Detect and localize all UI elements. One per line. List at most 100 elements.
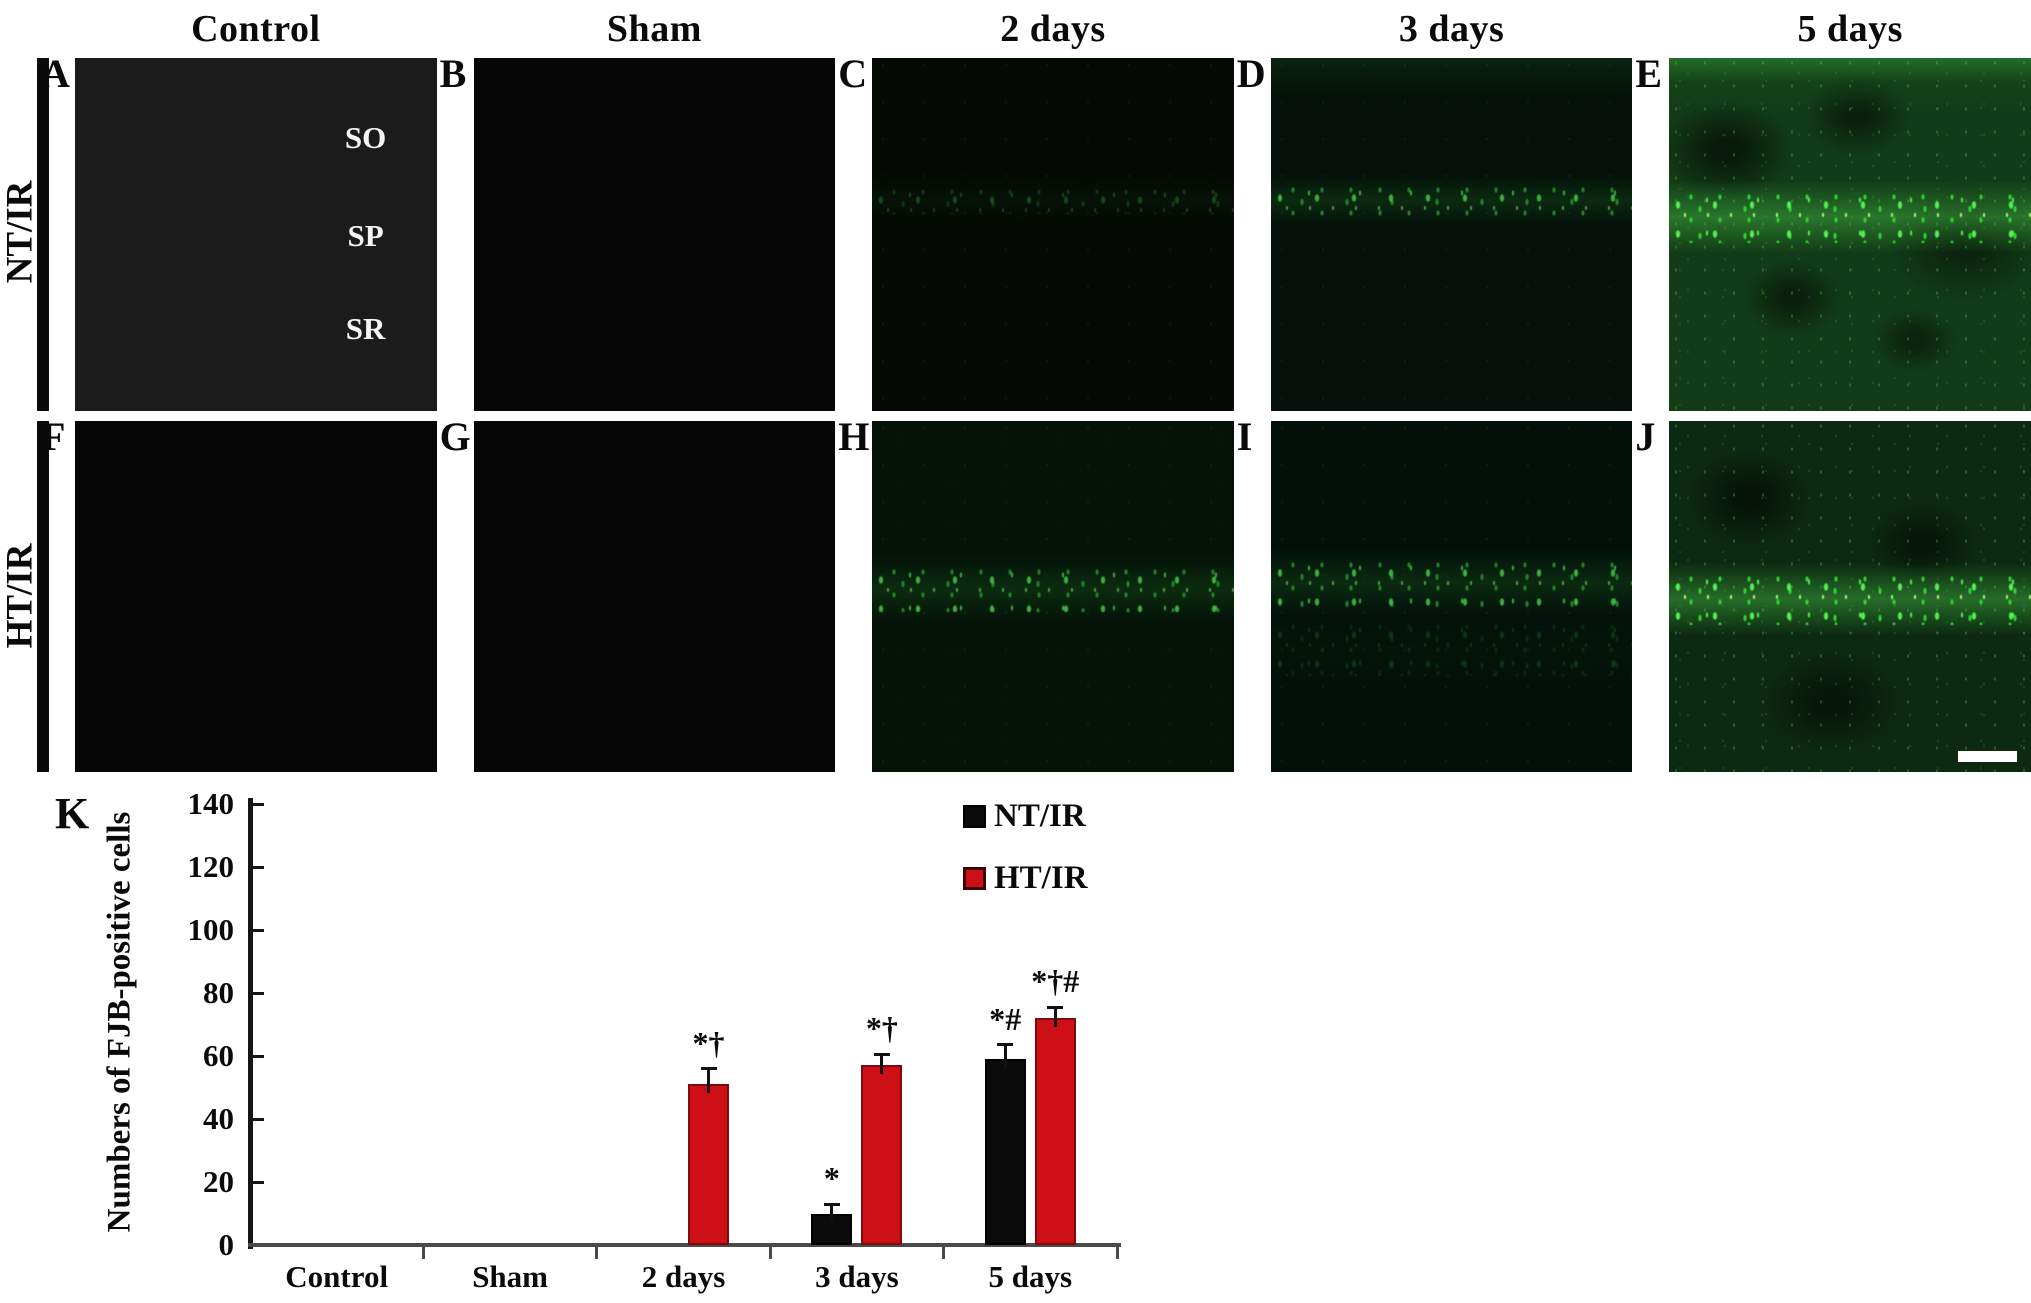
panel-letter-H: H bbox=[838, 414, 870, 459]
error-bar-line bbox=[707, 1068, 710, 1094]
chart-panel-K: K Numbers of FJB-positive cells NT/IR HT… bbox=[0, 772, 2031, 1303]
column-header-3days: 3 days bbox=[1398, 8, 1505, 50]
panel-letter-C: C bbox=[838, 51, 868, 96]
y-tick-label: 120 bbox=[187, 849, 235, 884]
panel-letter-F: F bbox=[41, 414, 66, 459]
micrograph-F bbox=[75, 421, 437, 772]
error-bar-cap bbox=[873, 1052, 890, 1056]
x-tick bbox=[421, 1245, 425, 1259]
micrograph-I bbox=[1270, 421, 1633, 772]
significance-label: *† bbox=[865, 1010, 898, 1047]
panel-J: J bbox=[1635, 417, 2031, 772]
y-tick-label: 0 bbox=[218, 1227, 235, 1262]
x-tick bbox=[768, 1245, 772, 1259]
row-label-ntir: NT/IR bbox=[0, 180, 41, 284]
error-bar-cap bbox=[823, 1202, 840, 1206]
column-headers: Control Sham 2 days 3 days 5 days bbox=[75, 0, 2031, 58]
row-label-htir: HT/IR bbox=[0, 543, 41, 649]
panel-G: G bbox=[440, 417, 836, 772]
panel-row-ntir: A SO SP SR B C D bbox=[41, 54, 2031, 411]
region-label-sr: SR bbox=[345, 311, 386, 346]
micrograph-A: SO SP SR bbox=[75, 58, 437, 411]
column-header-sham: Sham bbox=[606, 8, 702, 50]
error-bar-line bbox=[880, 1054, 884, 1075]
x-axis-line bbox=[248, 1243, 1121, 1247]
region-label-sp: SP bbox=[347, 218, 384, 253]
panel-letter-G: G bbox=[439, 414, 471, 459]
bar-HT/IR-5 days bbox=[1034, 1018, 1076, 1245]
panel-I: I bbox=[1237, 417, 1633, 772]
y-axis-line bbox=[248, 798, 253, 1249]
y-tick-label: 60 bbox=[203, 1038, 234, 1073]
panel-F: F bbox=[41, 417, 437, 772]
panel-letter-D: D bbox=[1236, 51, 1266, 96]
panel-H: H bbox=[838, 417, 1234, 772]
significance-label: *# bbox=[989, 1000, 1022, 1037]
column-header-5days: 5 days bbox=[1797, 8, 1903, 50]
y-tick bbox=[253, 1180, 264, 1184]
x-tick bbox=[942, 1245, 946, 1259]
x-tick bbox=[595, 1245, 599, 1259]
error-bar-cap bbox=[700, 1067, 717, 1071]
micrograph-B bbox=[473, 58, 836, 411]
micrograph-H bbox=[872, 421, 1234, 772]
y-tick bbox=[253, 928, 264, 932]
error-bar-line bbox=[830, 1204, 834, 1223]
legend-label-htir: HT/IR bbox=[994, 859, 1088, 896]
panel-letter-E: E bbox=[1635, 51, 1663, 96]
x-tick bbox=[1115, 1245, 1119, 1259]
x-category-label: Sham bbox=[472, 1259, 548, 1294]
micrograph-J bbox=[1669, 421, 2031, 772]
panel-E: E bbox=[1635, 54, 2031, 411]
x-category-label: 5 days bbox=[988, 1259, 1073, 1294]
y-tick-label: 80 bbox=[203, 975, 234, 1010]
y-tick bbox=[253, 802, 264, 806]
y-tick bbox=[253, 991, 264, 995]
y-axis-title: Numbers of FJB-positive cells bbox=[101, 811, 138, 1233]
x-category-label: 2 days bbox=[641, 1259, 726, 1294]
legend-swatch-htir bbox=[963, 866, 986, 890]
legend-entry-htir: HT/IR bbox=[963, 858, 1088, 898]
scale-bar bbox=[1958, 751, 2017, 762]
panel-letter-A: A bbox=[41, 51, 70, 96]
region-label-so: SO bbox=[344, 120, 387, 155]
error-bar-cap bbox=[1047, 1005, 1064, 1009]
bar-HT/IR-2 days bbox=[688, 1084, 729, 1245]
y-tick bbox=[253, 1054, 264, 1058]
panel-B: B bbox=[440, 54, 836, 411]
y-tick-label: 20 bbox=[203, 1164, 234, 1199]
chart-legend: NT/IR HT/IR bbox=[963, 796, 1088, 920]
legend-swatch-ntir bbox=[963, 804, 986, 828]
micrograph-C bbox=[872, 58, 1234, 411]
micrograph-E bbox=[1669, 58, 2031, 411]
row-bracket-ntir bbox=[37, 58, 49, 411]
bar-HT/IR-3 days bbox=[861, 1065, 903, 1245]
panel-C: C bbox=[838, 54, 1234, 411]
significance-label: *†# bbox=[1031, 963, 1080, 1000]
y-tick-label: 40 bbox=[203, 1101, 234, 1136]
micrograph-D bbox=[1270, 58, 1633, 411]
row-bracket-htir bbox=[37, 421, 49, 772]
y-tick-label: 100 bbox=[187, 912, 235, 947]
panel-A: A SO SP SR bbox=[41, 54, 437, 411]
column-header-2days: 2 days bbox=[1000, 8, 1106, 50]
x-category-label: Control bbox=[285, 1259, 389, 1294]
panel-letter-B: B bbox=[439, 51, 467, 96]
legend-label-ntir: NT/IR bbox=[994, 797, 1086, 834]
bar-NT/IR-5 days bbox=[984, 1059, 1026, 1245]
panel-letter-I: I bbox=[1236, 414, 1253, 459]
significance-label: *† bbox=[692, 1024, 725, 1061]
panel-row-htir: F G H I J bbox=[41, 417, 2031, 772]
y-tick bbox=[253, 1117, 264, 1121]
error-bar-cap bbox=[997, 1043, 1014, 1047]
error-bar-line bbox=[1003, 1044, 1007, 1069]
y-tick-label: 140 bbox=[187, 786, 235, 821]
column-header-control: Control bbox=[191, 8, 321, 50]
panel-letter-J: J bbox=[1635, 414, 1656, 459]
panel-D: D bbox=[1237, 54, 1633, 411]
legend-entry-ntir: NT/IR bbox=[963, 796, 1088, 836]
error-bar-line bbox=[1053, 1007, 1057, 1028]
micrograph-G bbox=[473, 421, 836, 772]
x-category-label: 3 days bbox=[815, 1259, 899, 1294]
